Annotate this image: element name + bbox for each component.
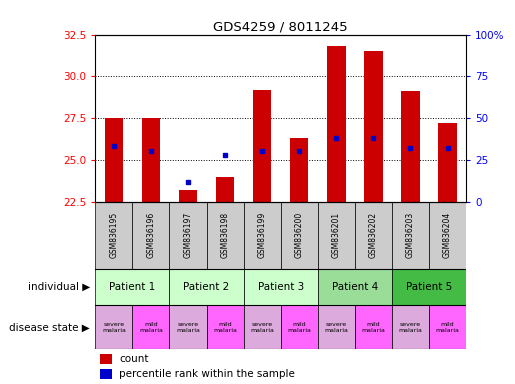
Text: GSM836201: GSM836201 xyxy=(332,212,341,258)
Bar xyxy=(392,202,429,269)
Bar xyxy=(100,369,112,379)
Bar xyxy=(169,202,207,269)
Bar xyxy=(244,305,281,349)
Text: Patient 2: Patient 2 xyxy=(183,282,230,292)
Text: severe
malaria: severe malaria xyxy=(176,322,200,333)
Bar xyxy=(207,305,244,349)
Bar xyxy=(95,269,169,305)
Bar xyxy=(253,90,271,202)
Bar xyxy=(392,269,466,305)
Bar xyxy=(429,202,466,269)
Bar xyxy=(355,305,392,349)
Text: GSM836203: GSM836203 xyxy=(406,212,415,258)
Text: count: count xyxy=(119,354,149,364)
Text: GSM836202: GSM836202 xyxy=(369,212,378,258)
Bar xyxy=(244,202,281,269)
Text: mild
malaria: mild malaria xyxy=(362,322,385,333)
Bar xyxy=(132,202,169,269)
Text: Patient 3: Patient 3 xyxy=(258,282,304,292)
Text: percentile rank within the sample: percentile rank within the sample xyxy=(119,369,296,379)
Text: GSM836195: GSM836195 xyxy=(109,212,118,258)
Bar xyxy=(169,269,244,305)
Text: mild
malaria: mild malaria xyxy=(287,322,311,333)
Text: GSM836199: GSM836199 xyxy=(258,212,267,258)
Bar xyxy=(318,202,355,269)
Bar xyxy=(142,118,160,202)
Text: mild
malaria: mild malaria xyxy=(213,322,237,333)
Bar xyxy=(95,202,132,269)
Text: severe
malaria: severe malaria xyxy=(250,322,274,333)
Text: severe
malaria: severe malaria xyxy=(324,322,348,333)
Bar xyxy=(318,305,355,349)
Bar xyxy=(179,190,197,202)
Bar xyxy=(327,46,346,202)
Bar xyxy=(132,305,169,349)
Text: GSM836204: GSM836204 xyxy=(443,212,452,258)
Bar xyxy=(429,305,466,349)
Text: GSM836196: GSM836196 xyxy=(146,212,156,258)
Text: severe
malaria: severe malaria xyxy=(399,322,422,333)
Bar xyxy=(216,177,234,202)
Bar xyxy=(290,138,308,202)
Bar xyxy=(364,51,383,202)
Bar xyxy=(401,91,420,202)
Text: Patient 5: Patient 5 xyxy=(406,282,452,292)
Text: Patient 1: Patient 1 xyxy=(109,282,156,292)
Bar xyxy=(100,354,112,364)
Bar xyxy=(95,305,132,349)
Text: severe
malaria: severe malaria xyxy=(102,322,126,333)
Bar xyxy=(281,305,318,349)
Text: mild
malaria: mild malaria xyxy=(139,322,163,333)
Text: Patient 4: Patient 4 xyxy=(332,282,378,292)
Bar xyxy=(169,305,207,349)
Bar xyxy=(355,202,392,269)
Text: GSM836198: GSM836198 xyxy=(220,212,230,258)
Bar xyxy=(392,305,429,349)
Title: GDS4259 / 8011245: GDS4259 / 8011245 xyxy=(213,20,348,33)
Bar xyxy=(281,202,318,269)
Text: disease state ▶: disease state ▶ xyxy=(9,322,90,333)
Text: individual ▶: individual ▶ xyxy=(28,282,90,292)
Bar xyxy=(438,123,457,202)
Bar xyxy=(318,269,392,305)
Text: mild
malaria: mild malaria xyxy=(436,322,459,333)
Bar xyxy=(105,118,123,202)
Bar xyxy=(244,269,318,305)
Text: GSM836197: GSM836197 xyxy=(183,212,193,258)
Bar xyxy=(207,202,244,269)
Text: GSM836200: GSM836200 xyxy=(295,212,304,258)
